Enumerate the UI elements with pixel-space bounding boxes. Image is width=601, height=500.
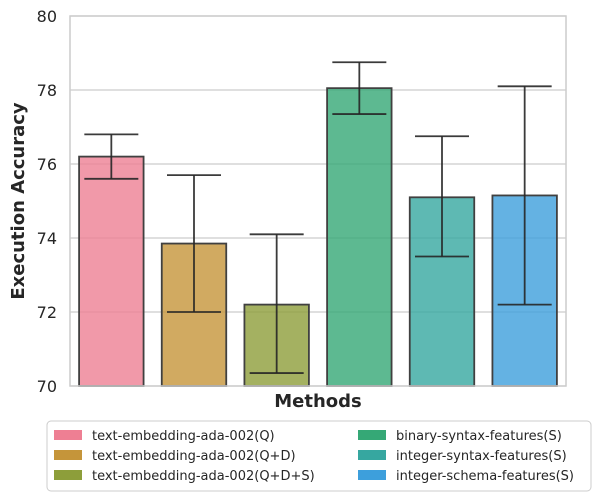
error-bars [84,61,552,374]
plot-area [70,16,566,386]
legend-label-5: integer-syntax-features(S) [396,449,567,464]
legend-swatch-6 [358,470,386,480]
plot-frame [69,15,567,387]
y-tick-label: 72 [37,303,57,322]
legend-swatch-3 [54,470,82,480]
legend-swatch-1 [54,430,82,440]
error-bar-3 [249,233,304,374]
y-tick-labels: 70 72 74 76 78 80 [37,7,57,396]
error-bar-6 [497,85,552,306]
x-axis-label: Methods [274,391,362,412]
legend-label-2: text-embedding-ada-002(Q+D) [92,449,296,464]
bar-1 [78,155,145,387]
y-tick-label: 74 [37,229,57,248]
legend-label-6: integer-schema-features(S) [396,469,574,484]
legend-swatch-2 [54,450,82,460]
legend-label-4: binary-syntax-features(S) [396,429,562,444]
legend-frame [46,420,592,492]
error-bar-1 [84,133,139,180]
y-tick-label: 78 [37,81,57,100]
error-bar-5 [415,135,469,258]
y-tick-label: 70 [37,377,57,396]
y-axis-label: Execution Accuracy [8,102,29,300]
legend-swatch-5 [358,450,386,460]
bar-4 [326,87,393,387]
legend: text-embedding-ada-002(Q) text-embedding-… [46,420,592,492]
legend-swatch-4 [358,430,386,440]
legend-label-1: text-embedding-ada-002(Q) [92,429,275,444]
y-tick-label: 80 [37,7,57,26]
error-bar-4 [332,61,387,115]
error-bar-2 [167,174,221,313]
y-tick-label: 76 [37,155,57,174]
bars [78,87,558,387]
legend-label-3: text-embedding-ada-002(Q+D+S) [92,469,315,484]
